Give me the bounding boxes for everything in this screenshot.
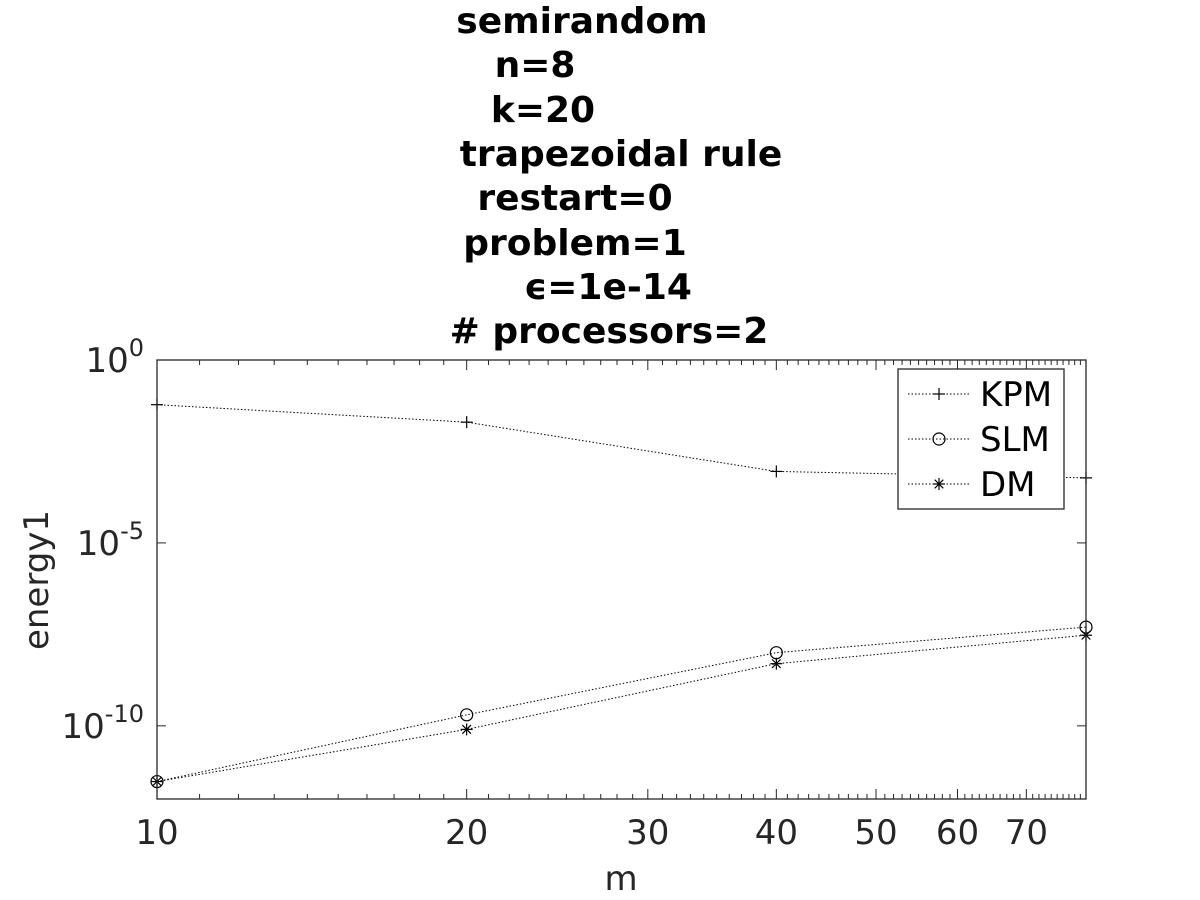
- data-point-asterisk: [933, 478, 945, 490]
- title-line: trapezoidal rule: [459, 133, 783, 175]
- x-tick-label: 40: [755, 813, 798, 853]
- y-tick-base: 10: [62, 707, 105, 747]
- y-tick-label: 100: [85, 334, 144, 381]
- x-tick-label: 20: [445, 813, 488, 853]
- x-tick-label: 70: [1005, 813, 1048, 853]
- y-tick-exponent: 0: [129, 334, 144, 362]
- x-tick-labels: 10 20 30 40 50 60 70: [135, 813, 1048, 853]
- data-point-asterisk: [460, 723, 473, 736]
- data-point-plus: [770, 465, 783, 478]
- title-line: restart=0: [477, 178, 673, 220]
- data-point-plus: [460, 416, 473, 429]
- x-axis-label: m: [604, 859, 637, 899]
- minor-ticks: [199, 360, 1081, 799]
- legend-label: KPM: [980, 375, 1052, 415]
- series-line-kpm: [156, 404, 1087, 479]
- title-line: k=20: [490, 89, 596, 131]
- data-point-asterisk: [770, 657, 783, 670]
- x-tick-label: 30: [626, 813, 669, 853]
- y-tick-label: 10-10: [62, 700, 144, 747]
- data-point-circle: [932, 432, 946, 446]
- legend-label: DM: [980, 465, 1036, 505]
- series-line-slm: [156, 626, 1087, 783]
- title-line: problem=1: [463, 222, 687, 264]
- x-tick-label: 50: [854, 813, 897, 853]
- plot-frame: [156, 359, 1087, 800]
- x-tick-label: 10: [135, 813, 178, 853]
- y-tick-label: 10-5: [77, 517, 144, 564]
- title-line: n=8: [494, 45, 576, 87]
- data-point-circle: [460, 708, 474, 722]
- y-tick-exponent: -5: [120, 517, 144, 545]
- title-line: # processors=2: [449, 311, 769, 353]
- y-tick-base: 10: [77, 524, 120, 564]
- chart-title: semirandom n=8 k=20 trapezoidal rule restart…: [0, 0, 1200, 352]
- y-tick-base: 10: [85, 341, 128, 381]
- x-tick-label: 60: [936, 813, 979, 853]
- title-line: semirandom: [456, 1, 708, 42]
- title-line: ϵ=1e-14: [524, 266, 692, 308]
- legend-label: SLM: [980, 420, 1050, 460]
- legend: KPM SLM DM: [897, 368, 1065, 510]
- data-point-plus: [933, 388, 945, 400]
- y-tick-exponent: -10: [105, 700, 144, 728]
- y-axis-label: energy1: [17, 510, 57, 650]
